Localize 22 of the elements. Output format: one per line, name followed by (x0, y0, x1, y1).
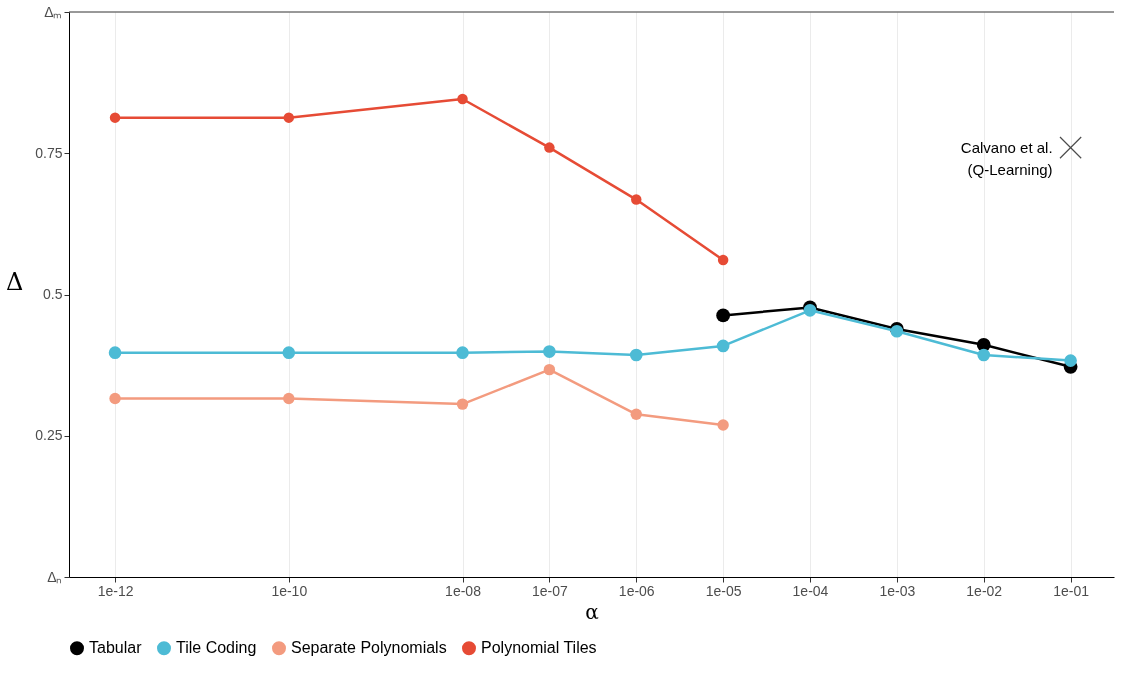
y-tick-label: 0.25 (35, 427, 63, 444)
legend-label: Polynomial Tiles (481, 639, 597, 657)
x-tick-label: 1e-06 (618, 582, 655, 599)
y-tick-label: Δₘ (44, 3, 63, 20)
y-tick-label: Δₙ (47, 568, 63, 585)
y-tick-label: 0.75 (35, 144, 63, 161)
legend-label: Tile Coding (176, 639, 257, 657)
x-axis-title: α (585, 599, 599, 624)
x-tick-label: 1e-12 (97, 582, 134, 599)
x-tick-label: 1e-03 (879, 582, 916, 599)
x-tick-label: 1e-02 (966, 582, 1003, 599)
legend-label: Separate Polynomials (291, 639, 447, 657)
x-tick-label: 1e-04 (792, 582, 829, 599)
y-axis-title: Δ (5, 268, 24, 296)
x-tick-label: 1e-05 (705, 582, 742, 599)
y-tick-label: 0.5 (43, 286, 63, 302)
x-tick-label: 1e-10 (271, 582, 308, 599)
x-tick-label: 1e-08 (445, 582, 482, 599)
annotation: Calvano et al. (Q-Learning) (960, 138, 1053, 178)
legend-label: Tabular (89, 639, 143, 657)
x-tick-label: 1e-07 (531, 582, 569, 599)
x-tick-label: 1e-01 (1053, 582, 1090, 599)
